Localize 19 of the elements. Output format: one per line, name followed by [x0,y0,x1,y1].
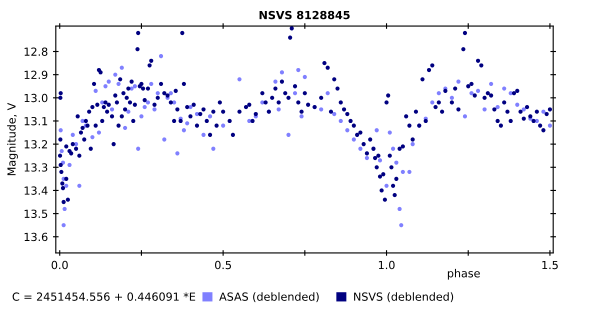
x-axis-title: phase [448,268,480,280]
y-tick-label: 13.2 [24,140,48,149]
text: C = 2451454.556 + 0.446091 *E [12,292,196,301]
x-tick-label: 1.5 [542,260,558,270]
chart-title: NSVS 8128845 [260,10,350,20]
y-tick-label: 13.0 [24,94,48,102]
y-tick-label: 13.5 [24,210,48,218]
x-tick-label: 0.5 [215,260,231,270]
y-tick-label: 13.1 [24,116,48,126]
y-axis-title: Magnitude, V [7,102,18,176]
y-tick-label: 12.9 [24,70,48,80]
y-tick-label: 13.4 [24,186,48,195]
y-tick-label: 12.8 [24,47,48,56]
legend-label: NSVS (deblended) [354,292,454,302]
y-tick-label: 13.3 [24,163,48,172]
y-tick-label: 13.6 [24,232,48,242]
legend-label: ASAS (deblended) [219,292,319,302]
x-tick-label: 0.0 [52,260,68,270]
x-tick-label: 1.0 [378,260,395,270]
